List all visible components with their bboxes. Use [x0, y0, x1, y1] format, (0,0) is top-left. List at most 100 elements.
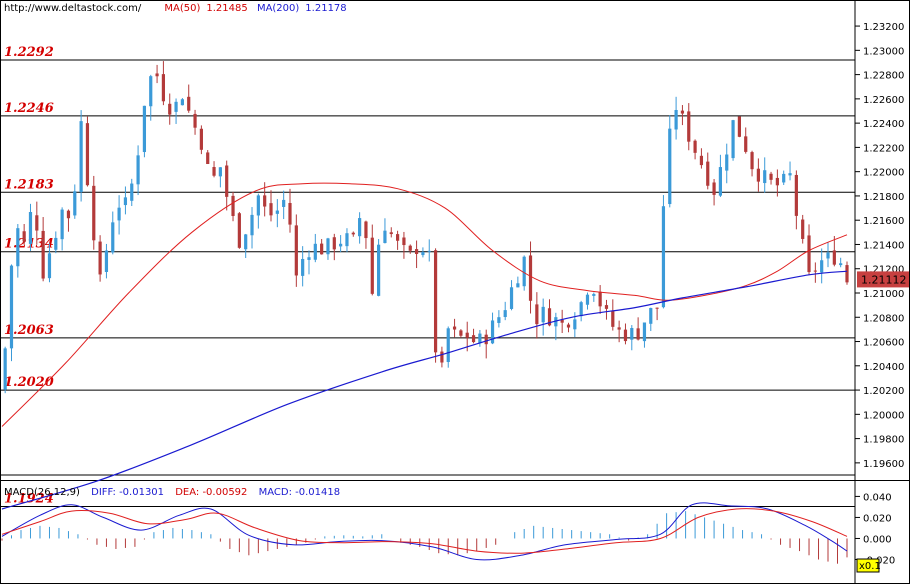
candle-down	[294, 225, 298, 276]
candle-up	[579, 302, 583, 317]
macd-dea: DEA: -0.00592	[175, 487, 248, 498]
candle-up	[3, 348, 7, 390]
candle-up	[104, 250, 109, 272]
candle-down	[775, 177, 779, 186]
candle-up	[326, 238, 330, 255]
candle-down	[693, 140, 697, 153]
candle-down	[212, 167, 216, 176]
ma50-label: MA(50)	[164, 3, 201, 14]
candle-down	[35, 215, 39, 231]
candle-down	[756, 168, 760, 182]
candle-up	[256, 195, 260, 216]
price-tick-label: 1.21000	[863, 289, 904, 300]
candle-down	[465, 332, 469, 338]
candle-up	[174, 101, 178, 112]
level-label: 1.2246	[4, 101, 54, 116]
candle-down	[155, 73, 159, 77]
candle-up	[649, 308, 653, 324]
candle-down	[623, 329, 628, 342]
candle-up	[497, 317, 501, 323]
candle-up	[763, 170, 767, 184]
ma200-label: MA(200)	[256, 3, 300, 14]
candle-down	[231, 195, 235, 216]
price-tick-label: 1.19800	[863, 435, 904, 446]
macd-dea-line	[1, 508, 848, 554]
candle-down	[332, 237, 336, 250]
candle-up	[218, 167, 222, 177]
candle-down	[471, 335, 476, 343]
candle-up	[585, 294, 590, 305]
candle-up	[788, 173, 792, 176]
candle-down	[168, 103, 172, 115]
level-label: 1.1924	[4, 492, 54, 507]
candle-down	[364, 221, 368, 239]
candle-down	[528, 255, 533, 301]
candle-down	[459, 330, 463, 336]
macd-tick-label: 0.000	[863, 534, 892, 545]
candle-up	[509, 287, 514, 309]
candle-up	[313, 243, 317, 260]
candle-up	[358, 218, 362, 237]
candle-down	[41, 230, 45, 279]
price-tick-label: 1.21600	[863, 216, 904, 227]
candle-up	[28, 212, 33, 244]
candle-down	[66, 210, 71, 219]
candle-down	[617, 327, 621, 330]
candle-up	[427, 250, 431, 252]
candle-down	[85, 123, 90, 186]
candle-down	[744, 136, 748, 152]
candle-up	[377, 244, 381, 296]
candle-down	[566, 324, 571, 328]
macd-diff-line	[1, 502, 848, 561]
candle-down	[611, 310, 615, 327]
candle-up	[516, 283, 520, 288]
price-tick-label: 1.21800	[863, 192, 904, 203]
candle-up	[73, 191, 77, 216]
candle-up	[9, 265, 14, 349]
candle-down	[598, 291, 602, 307]
candle-up	[117, 207, 121, 221]
candle-up	[503, 310, 507, 318]
candle-down	[370, 237, 374, 294]
candle-up	[554, 317, 558, 327]
candle-down	[187, 96, 191, 111]
candle-up	[47, 253, 52, 279]
ma50-value: 1.21485	[206, 3, 248, 14]
candles-group	[3, 61, 849, 394]
candle-down	[22, 231, 26, 242]
level-label: 1.2134	[4, 237, 54, 252]
chart-header: http://www.deltastock.com/ MA(50) 1.21485…	[4, 3, 353, 14]
candle-down	[414, 249, 419, 254]
candle-up	[111, 222, 115, 253]
candle-down	[92, 185, 96, 241]
candle-down	[193, 113, 197, 128]
price-tick-label: 1.21400	[863, 240, 904, 251]
candle-up	[149, 76, 153, 107]
candle-up	[642, 322, 647, 342]
price-tick-label: 1.22400	[863, 119, 904, 130]
candle-up	[490, 320, 495, 344]
ma200-value: 1.21178	[305, 3, 347, 14]
macd-diff: DIFF: -0.01301	[91, 487, 165, 498]
candle-down	[706, 161, 710, 186]
candle-down	[452, 326, 457, 330]
candle-up	[282, 199, 286, 207]
site-link[interactable]: http://www.deltastock.com/	[4, 3, 142, 14]
candle-down	[408, 245, 412, 251]
candle-down	[225, 165, 229, 197]
candle-down	[206, 152, 210, 165]
candle-up	[782, 173, 786, 183]
candle-up	[16, 228, 20, 267]
price-tick-label: 1.19600	[863, 459, 904, 470]
candle-up	[345, 233, 349, 247]
candle-down	[712, 182, 716, 195]
candle-up	[674, 110, 678, 130]
candle-down	[807, 235, 811, 273]
candle-up	[136, 155, 140, 185]
macd-macd: MACD: -0.01418	[258, 487, 341, 498]
candle-up	[725, 154, 729, 171]
ma200-line	[1, 270, 848, 510]
candle-up	[661, 206, 666, 308]
candle-down	[801, 219, 805, 239]
candle-up	[275, 210, 279, 214]
